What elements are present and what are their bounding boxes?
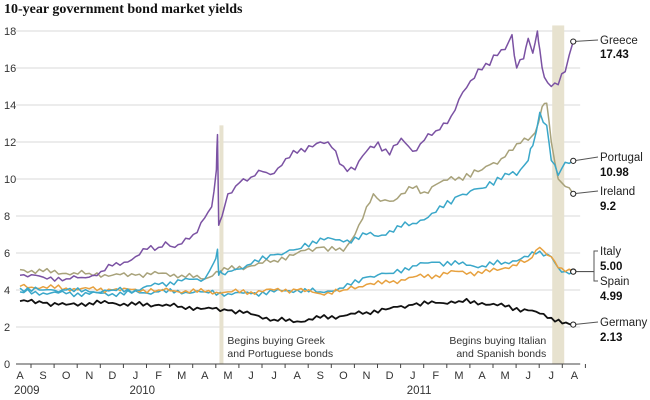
x-tick-label: N (85, 370, 93, 382)
end-marker-ireland (570, 190, 577, 197)
x-tick-label: S (39, 370, 46, 382)
x-tick-label: N (363, 370, 371, 382)
series-value-greece: 17.43 (600, 49, 629, 61)
leader-line-portugal (573, 156, 599, 162)
x-tick-label: M (177, 370, 186, 382)
x-tick-label: S (317, 370, 324, 382)
series-value-germany: 2.13 (600, 332, 622, 344)
year-label-2011: 2011 (407, 385, 432, 397)
series-value-portugal: 10.98 (600, 167, 629, 179)
y-tick-label: 4 (4, 285, 10, 297)
series-value-spain: 4.99 (600, 291, 622, 303)
event-annotation-line1: Begins buying Italian (449, 335, 546, 347)
x-tick-label: O (339, 370, 348, 382)
x-tick-label: A (478, 370, 486, 382)
x-tick-label: D (108, 370, 116, 382)
x-tick-label: J (410, 370, 416, 382)
x-tick-label: A (201, 370, 209, 382)
event-annotation-line2: and Spanish bonds (456, 348, 546, 360)
end-marker-greece (570, 38, 577, 45)
event-band-italian-spanish (552, 25, 565, 364)
series-label-portugal: Portugal (600, 152, 643, 164)
series-label-italy: Italy (600, 246, 621, 258)
y-tick-label: 2 (4, 322, 10, 334)
x-tick-label: A (294, 370, 302, 382)
leader-line-italy (573, 250, 598, 272)
x-tick-label: D (386, 370, 394, 382)
leader-line-spain (573, 271, 598, 282)
y-tick-label: 12 (4, 137, 16, 149)
event-bands (219, 25, 565, 364)
year-label-2010: 2010 (130, 385, 156, 397)
series-value-ireland: 9.2 (600, 201, 616, 213)
y-tick-label: 10 (4, 174, 16, 186)
leader-line-ireland (573, 190, 599, 195)
x-tick-label: J (248, 370, 254, 382)
series-value-italy: 5.00 (600, 261, 622, 273)
series-end-labels: Greece 17.43 Portugal 10.98 Ireland 9.2 Italy 5… (570, 35, 648, 344)
grid-lines (16, 30, 581, 365)
series-label-ireland: Ireland (600, 186, 635, 198)
event-band-greek-portuguese (219, 125, 224, 364)
x-tick-label: A (16, 370, 24, 382)
y-tick-label: 8 (4, 211, 10, 223)
series-label-germany: Germany (600, 317, 648, 329)
x-tick-label: M (223, 370, 232, 382)
x-tick-label: M (501, 370, 510, 382)
end-marker-germany (570, 321, 577, 328)
end-marker-portugal (570, 157, 577, 164)
y-tick-label: 0 (4, 359, 10, 371)
x-tick-label: F (432, 370, 439, 382)
axis-labels: 0 2 4 6 8 10 12 14 16 18 A S O N D J F M A M J J A S O N D J F M A M J J A… (4, 26, 586, 397)
y-tick-label: 6 (4, 248, 10, 260)
series-line-ireland (19, 102, 574, 280)
series-line-greece (19, 30, 574, 282)
year-label-2009: 2009 (14, 385, 40, 397)
x-tick-label: A (571, 370, 579, 382)
x-tick-label: J (549, 370, 555, 382)
x-tick-label: J (525, 370, 531, 382)
series-lines (19, 30, 574, 326)
chart-title: 10-year government bond market yields (4, 2, 243, 17)
x-tick-label: J (271, 370, 277, 382)
x-tick-label: O (62, 370, 71, 382)
y-tick-label: 18 (4, 26, 16, 38)
leader-line-germany (573, 321, 599, 326)
y-tick-label: 16 (4, 63, 16, 75)
x-tick-label: F (155, 370, 162, 382)
leader-line-greece (573, 39, 599, 43)
event-annotation-line2: and Portuguese bonds (227, 348, 333, 360)
series-line-germany (19, 297, 574, 326)
series-line-portugal (19, 111, 574, 294)
series-label-spain: Spain (600, 276, 629, 288)
y-tick-label: 14 (4, 100, 16, 112)
end-marker-spain (570, 268, 577, 275)
event-annotation-line1: Begins buying Greek (227, 335, 325, 347)
x-tick-label: M (454, 370, 463, 382)
x-tick-label: J (133, 370, 139, 382)
series-label-greece: Greece (600, 35, 638, 47)
